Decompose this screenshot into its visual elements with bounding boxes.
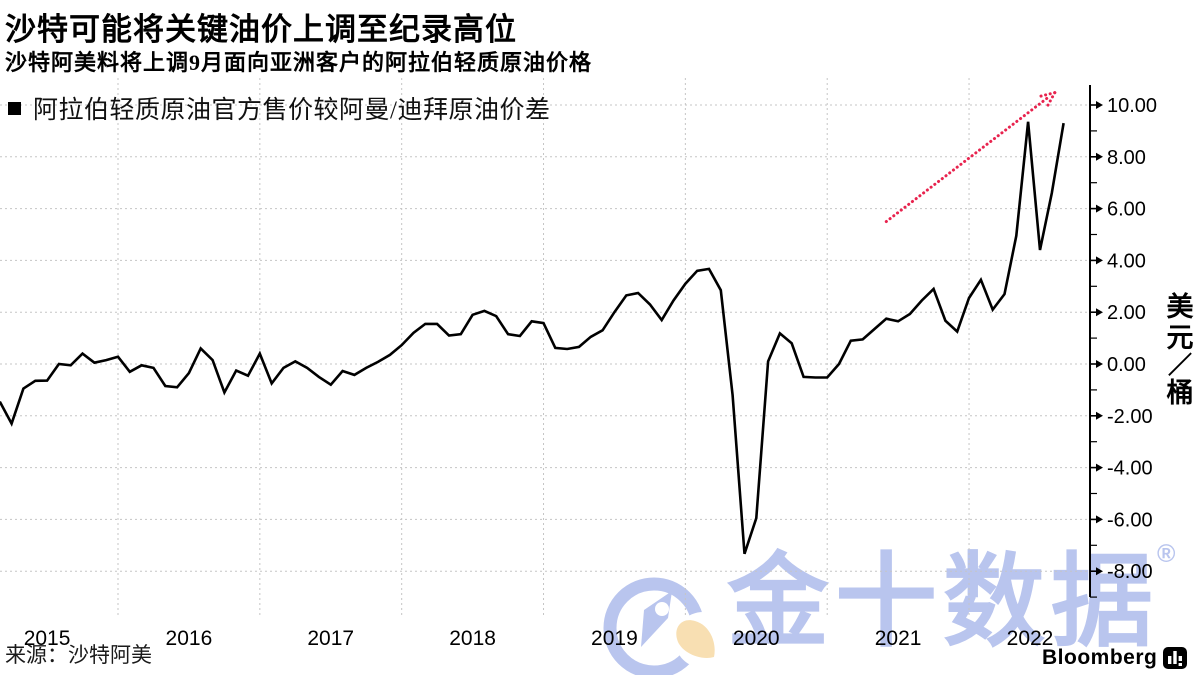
- y-tick-arrowhead: [1096, 256, 1103, 265]
- bloomberg-logo: Bloomberg: [1042, 646, 1188, 670]
- unit-char-usd-1: 美: [1166, 292, 1194, 322]
- legend-series-label: 阿拉伯轻质原油官方售价较阿曼/迪拜原油价差: [33, 97, 551, 124]
- y-tick-arrowhead: [1096, 463, 1103, 472]
- legend: 阿拉伯轻质原油官方售价较阿曼/迪拜原油价差: [8, 90, 550, 126]
- y-axis-tick-label: -8.00: [1107, 561, 1153, 583]
- y-axis-tick-label: 6.00: [1107, 199, 1146, 221]
- trend-arrow-barb: [1044, 91, 1057, 111]
- y-axis-tick-label: -2.00: [1107, 406, 1153, 428]
- x-axis-year-label: 2021: [875, 627, 922, 650]
- y-tick-arrowhead: [1096, 204, 1103, 213]
- bloomberg-barchart-icon: [1163, 647, 1188, 669]
- y-axis-tick-label: -4.00: [1107, 458, 1153, 480]
- y-tick-arrowhead: [1096, 308, 1103, 317]
- y-tick-arrowhead: [1096, 101, 1103, 109]
- y-axis-tick-label: 2.00: [1107, 302, 1146, 324]
- y-tick-arrowhead: [1096, 567, 1103, 576]
- x-axis-year-label: 2018: [449, 627, 496, 650]
- unit-char-slash: ／: [1168, 353, 1192, 379]
- x-axis-year-label: 2016: [166, 627, 213, 650]
- y-axis-tick-label: 8.00: [1107, 147, 1146, 169]
- x-axis-year-label: 2019: [591, 627, 638, 650]
- x-axis-year-label: 2022: [1007, 627, 1054, 650]
- chart-title: 沙特可能将关键油价上调至纪录高位: [5, 12, 517, 47]
- chart-subtitle: 沙特阿美料将上调9月面向亚洲客户的阿拉伯轻质原油价格: [5, 50, 593, 75]
- y-tick-arrowhead: [1096, 360, 1103, 368]
- y-tick-arrowhead: [1096, 515, 1103, 524]
- bloomberg-logo-text: Bloomberg: [1042, 646, 1158, 669]
- y-tick-arrowhead: [1096, 152, 1103, 161]
- y-axis-unit-label: 美 元 ／ 桶: [1160, 292, 1200, 409]
- y-axis-tick-label: 0.00: [1107, 354, 1146, 376]
- unit-char-usd-2: 元: [1166, 323, 1194, 353]
- legend-series-marker: [8, 101, 21, 115]
- unit-char-barrel: 桶: [1166, 378, 1194, 408]
- y-axis-tick-label: 10.00: [1107, 95, 1157, 117]
- trend-arrow-shaft: [884, 94, 1052, 224]
- x-axis-year-label: 2017: [307, 627, 354, 650]
- series-line: [0, 121, 1065, 555]
- y-axis-tick-label: -6.00: [1107, 509, 1153, 531]
- x-axis-year-label: 2020: [733, 627, 780, 650]
- y-tick-arrowhead: [1096, 411, 1103, 420]
- x-axis-year-label: 2015: [24, 627, 71, 650]
- source-note: 来源：沙特阿美: [5, 643, 152, 667]
- trend-arrow-barb: [1035, 91, 1057, 99]
- y-axis-tick-label: 4.00: [1107, 250, 1146, 272]
